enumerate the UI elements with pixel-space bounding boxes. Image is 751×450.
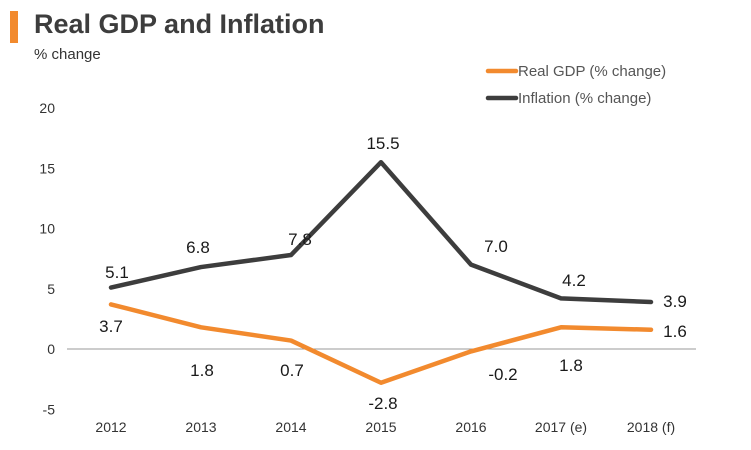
legend-label-inflation: Inflation (% change) <box>518 90 651 107</box>
data-label-inflation: 15.5 <box>366 134 399 153</box>
title-accent-bar <box>10 11 18 43</box>
y-tick-label: 10 <box>39 221 55 237</box>
data-label-inflation: 7.8 <box>288 230 312 249</box>
data-label-real-gdp: 3.7 <box>99 317 123 336</box>
series-layer <box>108 159 654 385</box>
x-tick-label: 2015 <box>365 419 396 435</box>
data-label-real-gdp: -0.2 <box>488 365 517 384</box>
y-tick-label: 20 <box>39 100 55 116</box>
data-label-real-gdp: 1.8 <box>559 356 583 375</box>
y-tick-label: 5 <box>47 281 55 297</box>
x-tick-label: 2017 (e) <box>535 419 587 435</box>
x-tick-label: 2014 <box>275 419 306 435</box>
series-line-inflation <box>108 159 654 305</box>
x-tick-label: 2013 <box>185 419 216 435</box>
data-label-real-gdp: -2.8 <box>368 394 397 413</box>
x-tick-label: 2016 <box>455 419 486 435</box>
y-tick-label: 0 <box>47 341 55 357</box>
data-label-real-gdp: 1.6 <box>663 322 687 341</box>
data-label-inflation: 7.0 <box>484 237 508 256</box>
x-tick-label: 2012 <box>95 419 126 435</box>
data-labels-layer: 3.7 1.8 0.7 -2.8 -0.2 1.8 1.6 5.1 6.8 7.8 15.5 7.0 4… <box>99 134 687 413</box>
data-label-real-gdp: 0.7 <box>280 361 304 380</box>
y-tick-label: 15 <box>39 160 55 176</box>
data-label-inflation: 6.8 <box>186 238 210 257</box>
y-axis-unit-label: % change <box>34 46 101 63</box>
x-tick-label: 2018 (f) <box>627 419 675 435</box>
series-line-real-gdp <box>108 302 654 385</box>
data-label-inflation: 3.9 <box>663 292 687 311</box>
chart-legend: Real GDP (% change) Inflation (% change) <box>485 63 666 107</box>
legend-label-real-gdp: Real GDP (% change) <box>518 63 666 80</box>
data-label-inflation: 5.1 <box>105 263 129 282</box>
y-tick-label: -5 <box>43 401 56 417</box>
data-label-real-gdp: 1.8 <box>190 361 214 380</box>
data-label-inflation: 4.2 <box>562 271 586 290</box>
chart-title: Real GDP and Inflation <box>34 9 325 39</box>
